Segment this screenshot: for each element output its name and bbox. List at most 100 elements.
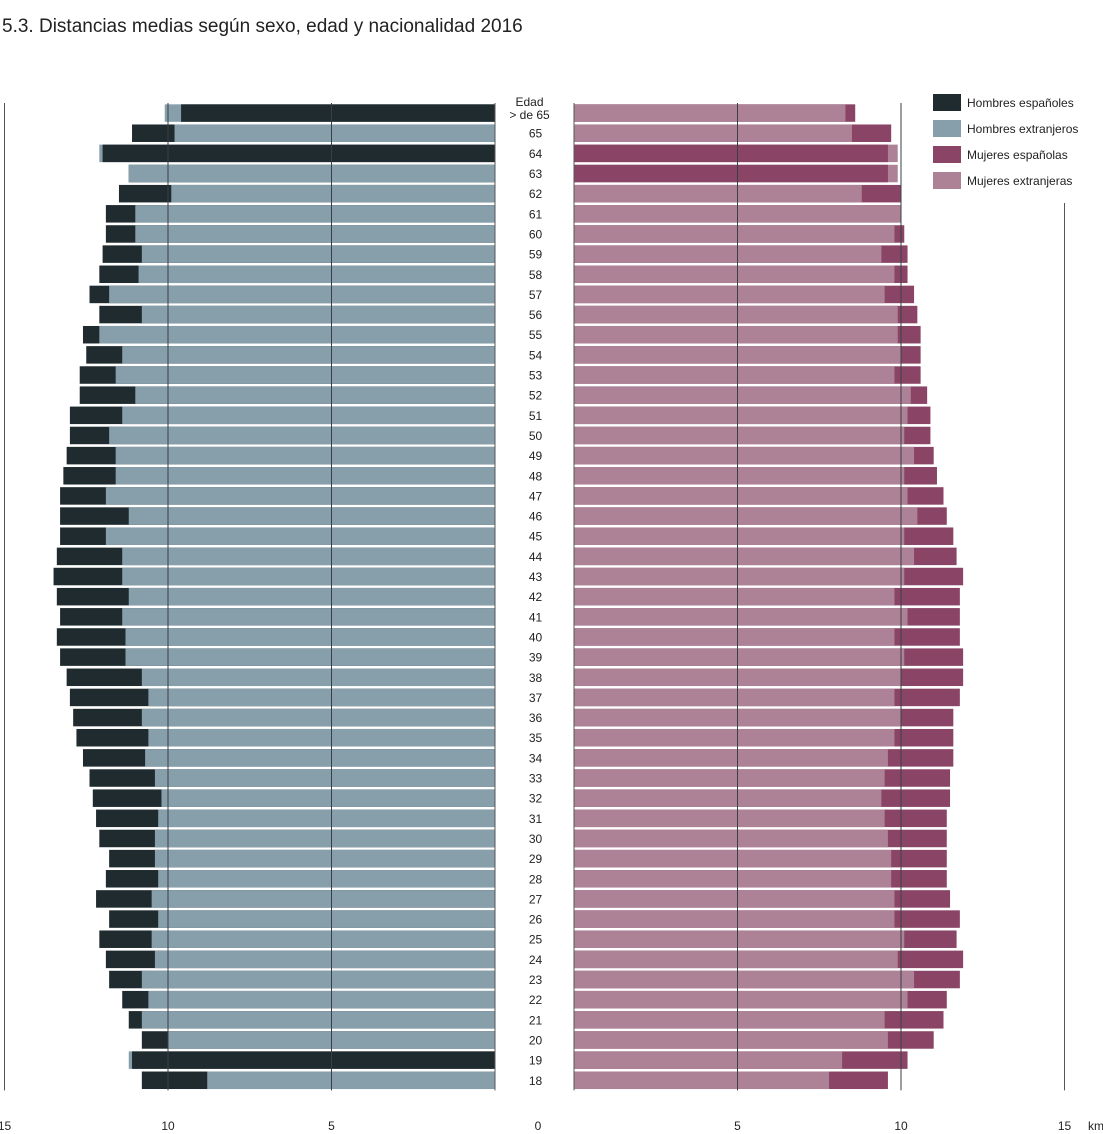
bar-hombres-extranjeros [158,809,495,828]
bar-mujeres-extranjeras [574,930,905,948]
age-label: 45 [529,530,543,544]
bar-mujeres-extranjeras [574,245,882,263]
legend-swatch [933,120,961,137]
bar-mujeres-extranjeras [574,910,895,928]
bar-hombres-extranjeros [151,890,495,908]
age-label: 24 [529,953,543,967]
age-axis-title: Edad [515,95,543,109]
bar-mujeres-extranjeras [574,104,846,122]
age-label: 19 [529,1054,543,1068]
bar-hombres-extranjeros [154,829,496,848]
bar-hombres-extranjeros [128,164,495,183]
bar-mujeres-extranjeras [574,769,885,787]
age-label: 23 [529,973,543,987]
bar-mujeres-extranjeras [574,728,895,747]
bar-hombres-extranjeros [128,587,495,606]
bar-hombres-extranjeros [141,245,495,263]
bar-mujeres-extranjeras [574,950,898,969]
age-label: 59 [529,248,543,262]
bar-mujeres-extranjeras [574,184,862,203]
bar-hombres-extranjeros [122,346,495,364]
bar-hombres-espanoles [102,144,495,163]
page-title: 5.3. Distancias medias según sexo, edad … [2,16,523,37]
age-label: 64 [529,147,543,161]
age-label: 39 [529,651,543,665]
age-label: 21 [529,1013,543,1027]
legend-swatch [933,94,961,111]
bar-mujeres-extranjeras [574,1071,830,1090]
bar-hombres-extranjeros [154,849,496,868]
bar-mujeres-extranjeras [574,567,905,586]
bar-mujeres-extranjeras [574,305,898,324]
age-label: 51 [529,409,543,423]
age-label: 42 [529,590,543,604]
bar-hombres-extranjeros [105,527,496,545]
bar-hombres-extranjeros [115,467,496,485]
bar-mujeres-extranjeras [574,990,908,1009]
age-label: 63 [529,167,543,181]
legend-item-label: Hombres extranjeros [967,122,1078,136]
age-label: 48 [529,469,543,483]
bar-mujeres-extranjeras [574,890,895,908]
x-tick-label: 10 [161,1119,175,1133]
bar-hombres-extranjeros [105,487,496,505]
bar-mujeres-extranjeras [574,426,905,445]
age-label: 22 [529,993,543,1007]
bar-hombres-extranjeros [115,446,496,465]
age-label: 47 [529,489,543,503]
age-label: 58 [529,268,543,282]
bar-mujeres-extranjeras [574,527,905,545]
x-tick-label: 15 [1058,1119,1072,1133]
bar-hombres-extranjeros [122,547,495,566]
bar-mujeres-extranjeras [574,809,885,828]
bar-mujeres-extranjeras [574,1051,843,1069]
legend-layer: Hombres españoles Hombres extranjeros Muje… [933,94,1078,189]
bar-hombres-extranjeros [109,426,495,445]
age-label: > de 65 [509,108,550,122]
legend-swatch [933,146,961,163]
age-label: 52 [529,389,543,403]
bar-mujeres-espanolas [574,144,888,163]
bar-hombres-espanoles [132,1051,495,1069]
bar-mujeres-extranjeras [574,608,908,626]
age-label: 35 [529,731,543,745]
bar-hombres-extranjeros [141,708,495,727]
bar-hombres-extranjeros [125,628,496,646]
bar-mujeres-extranjeras [574,829,888,848]
bar-mujeres-extranjeras [574,366,895,384]
bar-hombres-extranjeros [154,950,496,969]
age-label: 56 [529,308,543,322]
bar-hombres-extranjeros [138,265,495,284]
bar-mujeres-extranjeras [574,446,915,465]
bar-hombres-extranjeros [135,225,496,243]
x-tick-label: 15 [0,1119,11,1133]
age-label: 54 [529,348,543,362]
bar-hombres-extranjeros [135,386,496,404]
age-label: 28 [529,872,543,886]
age-label: 62 [529,187,543,201]
bar-mujeres-extranjeras [574,587,895,606]
bar-hombres-extranjeros [161,789,495,807]
bar-hombres-extranjeros [99,325,495,344]
labels-layer: Edad> de 6565646362616059585756555453525… [0,95,1103,1133]
bar-mujeres-extranjeras [574,970,915,989]
age-label: 18 [529,1074,543,1088]
bar-hombres-extranjeros [148,728,495,747]
age-label: 44 [529,550,543,564]
age-label: 33 [529,772,543,786]
bar-mujeres-extranjeras [574,789,882,807]
bar-hombres-espanoles [181,104,495,122]
bar-hombres-extranjeros [141,970,495,989]
age-label: 29 [529,852,543,866]
bar-mujeres-extranjeras [574,225,895,243]
age-label: 60 [529,227,543,241]
x-unit-label: km [1088,1119,1103,1133]
bar-mujeres-extranjeras [574,547,915,566]
age-label: 41 [529,610,543,624]
age-label: 61 [529,207,543,221]
age-label: 37 [529,691,543,705]
age-label: 38 [529,671,543,685]
bar-hombres-extranjeros [128,507,495,525]
bar-hombres-extranjeros [122,406,495,425]
